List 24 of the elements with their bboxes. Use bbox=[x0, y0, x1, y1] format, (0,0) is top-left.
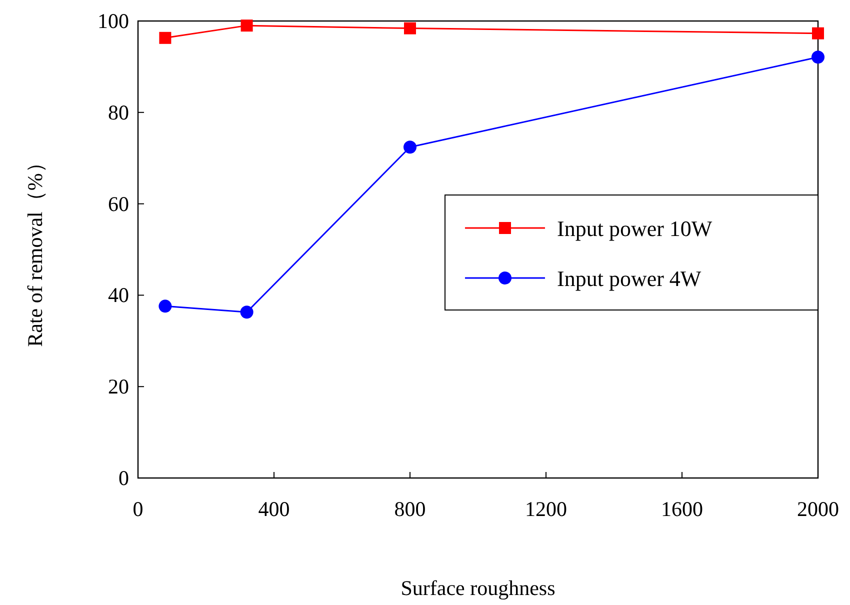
y-tick-label: 40 bbox=[108, 283, 129, 308]
x-tick-label: 0 bbox=[132, 497, 144, 521]
x-axis-title: Surface roughness bbox=[400, 576, 556, 600]
point bbox=[404, 22, 416, 34]
legend-label: Input power 10W bbox=[557, 216, 712, 241]
x-tick-label: 2000 bbox=[797, 497, 839, 521]
point bbox=[404, 140, 416, 154]
y-tick-label: 20 bbox=[108, 374, 129, 399]
y-axis-title: Rate of removal（%） bbox=[23, 152, 47, 347]
x-tick-label: 800 bbox=[394, 497, 426, 521]
legend-label: Input power 4W bbox=[557, 266, 702, 291]
point bbox=[812, 50, 824, 64]
x-tick-label: 1200 bbox=[525, 497, 567, 521]
x-tick-label: 1600 bbox=[661, 497, 703, 521]
y-tick-label: 100 bbox=[98, 9, 129, 33]
y-tick-label: 80 bbox=[108, 100, 129, 124]
point bbox=[158, 300, 172, 313]
y-tick-label: 60 bbox=[108, 192, 129, 216]
point bbox=[159, 32, 172, 44]
point bbox=[240, 306, 254, 319]
y-tick-label: 0 bbox=[118, 466, 129, 490]
point bbox=[240, 20, 253, 32]
x-tick-label: 400 bbox=[258, 497, 290, 521]
point bbox=[812, 27, 824, 40]
